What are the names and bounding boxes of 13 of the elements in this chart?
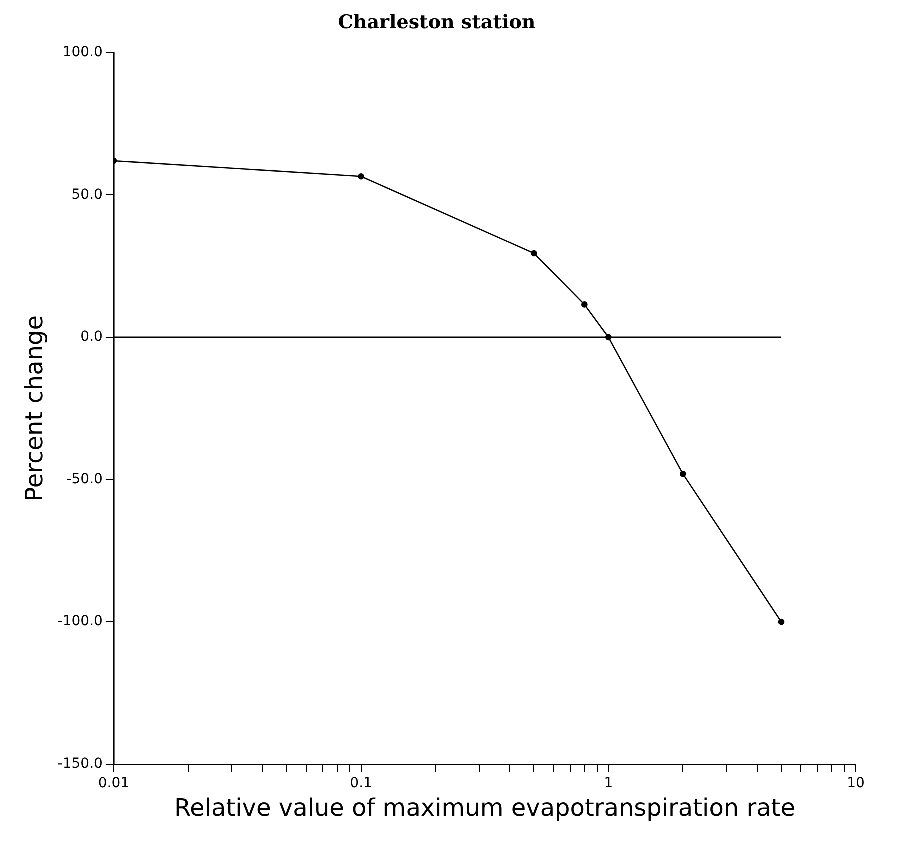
x-tick-label: 0.1 xyxy=(350,775,372,792)
y-tick-label: 100.0 xyxy=(62,44,103,60)
y-tick-label: -150.0 xyxy=(58,756,103,772)
y-tick-label: -50.0 xyxy=(66,471,103,488)
x-tick-label: 1 xyxy=(604,775,614,792)
y-tick-label: -100.0 xyxy=(58,614,103,630)
y-tick-label: 50.0 xyxy=(72,186,103,203)
x-tick-label: 0.01 xyxy=(98,775,130,792)
y-tick-label: 0.0 xyxy=(80,329,103,346)
x-tick-label: 10 xyxy=(847,775,865,792)
x-axis-title: Relative value of maximum evapotranspiration rate xyxy=(174,794,796,822)
y-axis-title: Percent change xyxy=(20,315,49,502)
chart-title: Charleston station xyxy=(338,11,536,34)
